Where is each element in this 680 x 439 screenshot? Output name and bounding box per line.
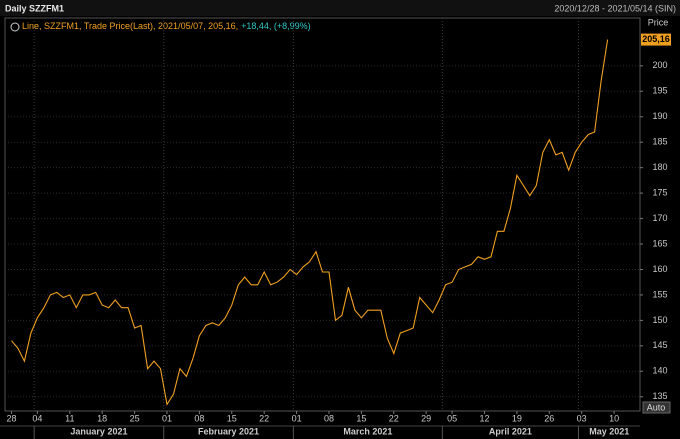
header-bar: [0, 0, 680, 16]
y-tick-label: 175: [652, 187, 667, 197]
x-tick-label: 08: [194, 413, 204, 423]
y-tick-label: 140: [652, 366, 667, 376]
x-tick-label: 04: [32, 413, 42, 423]
x-tick-label: 08: [324, 413, 334, 423]
y-tick-label: 160: [652, 264, 667, 274]
plot-frame: [4, 17, 641, 412]
x-tick-label: 22: [389, 413, 399, 423]
x-tick-label: 01: [162, 413, 172, 423]
x-tick-label: 10: [609, 413, 619, 423]
x-tick-label: 15: [356, 413, 366, 423]
legend: Line, SZZFM1, Trade Price(Last), 2021/05…: [22, 21, 311, 31]
x-tick-label: 28: [6, 413, 16, 423]
y-axis-title: Price: [648, 17, 669, 27]
auto-button[interactable]: [642, 401, 671, 414]
x-tick-label: 03: [577, 413, 587, 423]
x-tick-label: 01: [292, 413, 302, 423]
last-price-box: [641, 33, 671, 46]
x-tick-label: 26: [544, 413, 554, 423]
y-tick-label: 165: [652, 238, 667, 248]
y-tick-label: 180: [652, 162, 667, 172]
date-range: 2020/12/28 - 2021/05/14 (SIN): [554, 3, 676, 13]
month-label: January 2021: [70, 426, 127, 436]
legend-icon[interactable]: [10, 22, 20, 32]
x-tick-label: 15: [227, 413, 237, 423]
y-tick-label: 135: [652, 391, 667, 401]
y-tick-label: 150: [652, 315, 667, 325]
month-label: March 2021: [343, 426, 392, 436]
legend-change: +18,44, (+8,99%): [241, 21, 311, 31]
x-tick-label: 22: [259, 413, 269, 423]
chart-title: Daily SZZFM1: [5, 3, 64, 13]
last-price-label: 205,16: [642, 34, 670, 44]
y-tick-label: 145: [652, 340, 667, 350]
y-tick-label: 195: [652, 86, 667, 96]
x-tick-label: 18: [97, 413, 107, 423]
y-tick-label: 170: [652, 213, 667, 223]
y-tick-label: 190: [652, 111, 667, 121]
y-tick-label: 155: [652, 289, 667, 299]
y-tick-label: 185: [652, 137, 667, 147]
x-tick-label: 29: [421, 413, 431, 423]
x-tick-label: 19: [512, 413, 522, 423]
x-tick-label: 25: [130, 413, 140, 423]
y-tick-label: 200: [652, 60, 667, 70]
month-label: February 2021: [198, 426, 259, 436]
x-tick-label: 11: [65, 413, 74, 423]
auto-button-label[interactable]: Auto: [647, 402, 666, 412]
x-tick-label: 05: [447, 413, 457, 423]
month-label: April 2021: [489, 426, 532, 436]
legend-label: Line, SZZFM1, Trade Price(Last), 2021/05…: [22, 21, 238, 31]
month-label: May 2021: [589, 426, 629, 436]
x-tick-label: 12: [479, 413, 489, 423]
price-line: [11, 39, 609, 406]
